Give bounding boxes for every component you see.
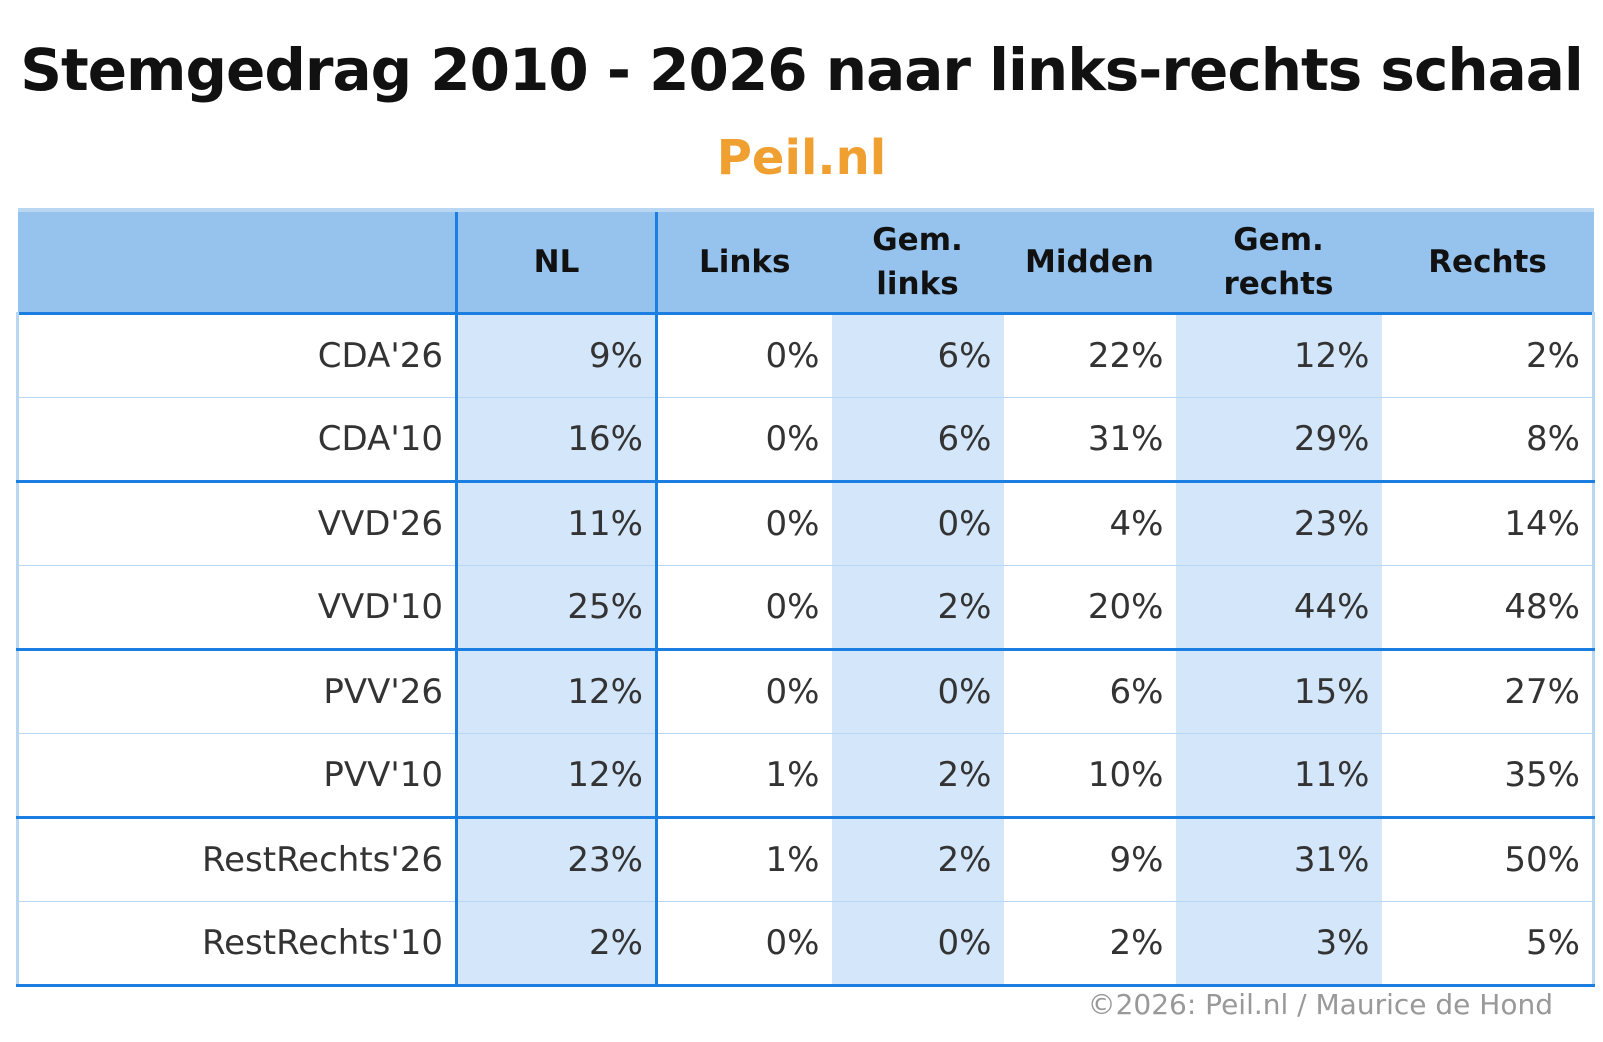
column-header: Links [655, 210, 832, 314]
row-label: VVD'10 [16, 565, 457, 651]
cell: 35% [1381, 733, 1595, 819]
footer: ©2026: Peil.nl / Maurice de Hond [1087, 988, 1553, 1021]
title: Stemgedrag 2010 - 2026 naar links-rechts… [20, 36, 1584, 104]
cell: 2% [831, 565, 1004, 651]
column-header: Midden [1003, 210, 1176, 314]
cell: 6% [831, 313, 1004, 398]
row-label: VVD'26 [16, 481, 457, 566]
row-label: PVV'26 [16, 649, 457, 734]
cell: 25% [455, 565, 657, 651]
cell: 12% [1175, 313, 1382, 398]
cell: 0% [831, 901, 1004, 987]
cell: 1% [655, 733, 832, 819]
cell: 9% [455, 313, 657, 398]
cell: 5% [1381, 901, 1595, 987]
cell: 0% [655, 565, 832, 651]
table-row: PVV'26 12% 0% 0% 6% 15% 27% [16, 649, 1595, 734]
cell: 0% [831, 649, 1004, 734]
cell: 0% [831, 481, 1004, 566]
row-label: RestRechts'10 [16, 901, 457, 987]
cell: 22% [1003, 313, 1176, 398]
table-row: CDA'10 16% 0% 6% 31% 29% 8% [16, 397, 1595, 483]
table-row: CDA'26 9% 0% 6% 22% 12% 2% [16, 313, 1595, 398]
column-header: Gem. links [831, 210, 1004, 314]
cell: 1% [655, 817, 832, 902]
cell: 31% [1003, 397, 1176, 483]
cell: 11% [1175, 733, 1382, 819]
cell: 31% [1175, 817, 1382, 902]
cell: 12% [455, 649, 657, 734]
cell: 11% [455, 481, 657, 566]
cell: 50% [1381, 817, 1595, 902]
cell: 8% [1381, 397, 1595, 483]
table-row: RestRechts'26 23% 1% 2% 9% 31% 50% [16, 817, 1595, 902]
subtitle: Peil.nl [716, 130, 887, 186]
cell: 27% [1381, 649, 1595, 734]
row-label: RestRechts'26 [16, 817, 457, 902]
cell: 2% [1381, 313, 1595, 398]
cell: 2% [831, 817, 1004, 902]
cell: 0% [655, 313, 832, 398]
cell: 10% [1003, 733, 1176, 819]
cell: 12% [455, 733, 657, 819]
cell: 29% [1175, 397, 1382, 483]
table-row: VVD'10 25% 0% 2% 20% 44% 48% [16, 565, 1595, 651]
cell: 23% [455, 817, 657, 902]
cell: 44% [1175, 565, 1382, 651]
cell: 4% [1003, 481, 1176, 566]
cell: 2% [455, 901, 657, 987]
cell: 2% [1003, 901, 1176, 987]
cell: 0% [655, 481, 832, 566]
cell: 2% [831, 733, 1004, 819]
cell: 9% [1003, 817, 1176, 902]
cell: 3% [1175, 901, 1382, 987]
cell: 0% [655, 901, 832, 987]
cell: 6% [831, 397, 1004, 483]
table-row: VVD'26 11% 0% 0% 4% 23% 14% [16, 481, 1595, 566]
column-header: NL [455, 210, 657, 314]
table-row: PVV'10 12% 1% 2% 10% 11% 35% [16, 733, 1595, 819]
cell: 15% [1175, 649, 1382, 734]
table-body: CDA'26 9% 0% 6% 22% 12% 2% CDA'10 16% 0% 6% 31% 29% 8… [16, 313, 1595, 987]
cell: 23% [1175, 481, 1382, 566]
column-header: Rechts [1381, 210, 1594, 314]
cell: 0% [655, 649, 832, 734]
row-label: CDA'10 [16, 397, 457, 483]
cell: 20% [1003, 565, 1176, 651]
cell: 48% [1381, 565, 1595, 651]
cell: 0% [655, 397, 832, 483]
header-row: NL Links Gem. links Midden Gem. rechts Rechts [17, 210, 1594, 314]
table: NL Links Gem. links Midden Gem. rechts Rechts… [16, 208, 1595, 987]
table-row: RestRechts'10 2% 0% 0% 2% 3% 5% [16, 901, 1595, 987]
cell: 16% [455, 397, 657, 483]
row-label: CDA'26 [16, 313, 457, 398]
row-label: PVV'10 [16, 733, 457, 819]
header-cell [17, 210, 457, 314]
column-header: Gem. rechts [1175, 210, 1382, 314]
cell: 6% [1003, 649, 1176, 734]
cell: 14% [1381, 481, 1595, 566]
